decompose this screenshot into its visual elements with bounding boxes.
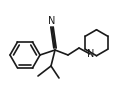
Text: N: N [87,49,95,59]
Text: N: N [48,16,56,26]
